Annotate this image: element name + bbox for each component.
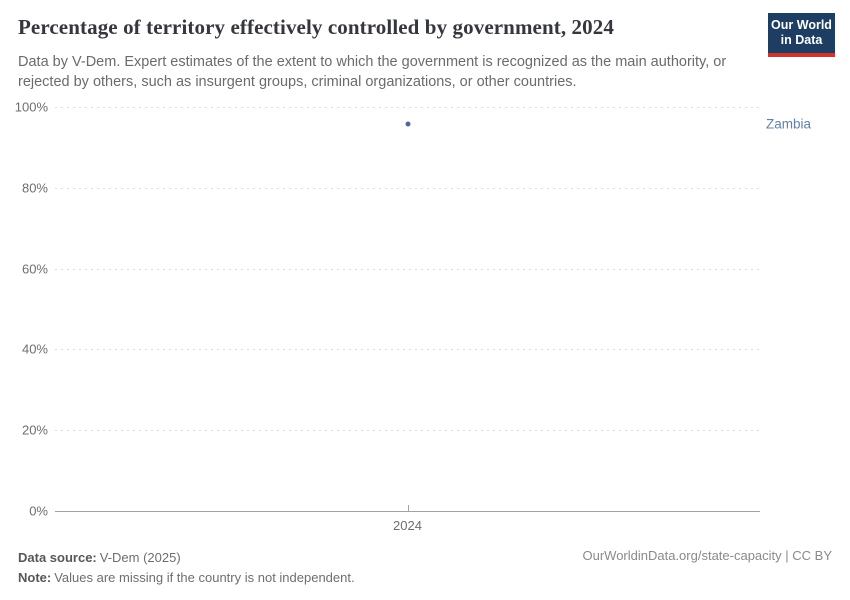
y-axis-tick-label: 60% [21, 261, 48, 277]
y-axis-tick-label: 40% [21, 341, 48, 357]
y-gridline [55, 107, 760, 108]
y-gridline [55, 187, 760, 189]
owid-logo[interactable]: Our World in Data [768, 13, 835, 57]
x-axis-line [55, 511, 760, 512]
x-axis-tick-label: 2024 [393, 518, 422, 533]
series-label-zambia[interactable]: Zambia [766, 116, 812, 132]
chart-subtitle: Data by V-Dem. Expert estimates of the e… [18, 54, 727, 90]
y-gridline [55, 268, 760, 270]
data-source-label: Data source: [18, 550, 97, 565]
note-line: Note: Values are missing if the country i… [18, 568, 355, 588]
owid-logo-line1: Our World [771, 18, 832, 32]
data-point-zambia[interactable] [405, 121, 410, 127]
y-axis-tick-label: 100% [14, 99, 48, 115]
y-axis-tick-label: 20% [21, 422, 48, 438]
owid-url-link[interactable]: OurWorldinData.org/state-capacity | CC B… [582, 548, 832, 563]
data-source-value: V-Dem (2025) [99, 550, 181, 565]
x-axis-tick [407, 505, 409, 511]
note-label: Note: [18, 570, 52, 585]
y-gridline [55, 349, 760, 351]
data-source-line: Data source: V-Dem (2025) [18, 548, 355, 568]
note-value: Values are missing if the country is not… [54, 570, 355, 585]
footer-source-note: Data source: V-Dem (2025) Note: Values are… [18, 548, 355, 588]
y-axis-tick-label: 0% [29, 503, 48, 519]
owid-logo-line2: in Data [780, 33, 823, 47]
y-gridline [55, 430, 760, 432]
y-axis-tick-label: 80% [21, 180, 48, 196]
chart-title: Percentage of territory effectively cont… [18, 15, 614, 39]
